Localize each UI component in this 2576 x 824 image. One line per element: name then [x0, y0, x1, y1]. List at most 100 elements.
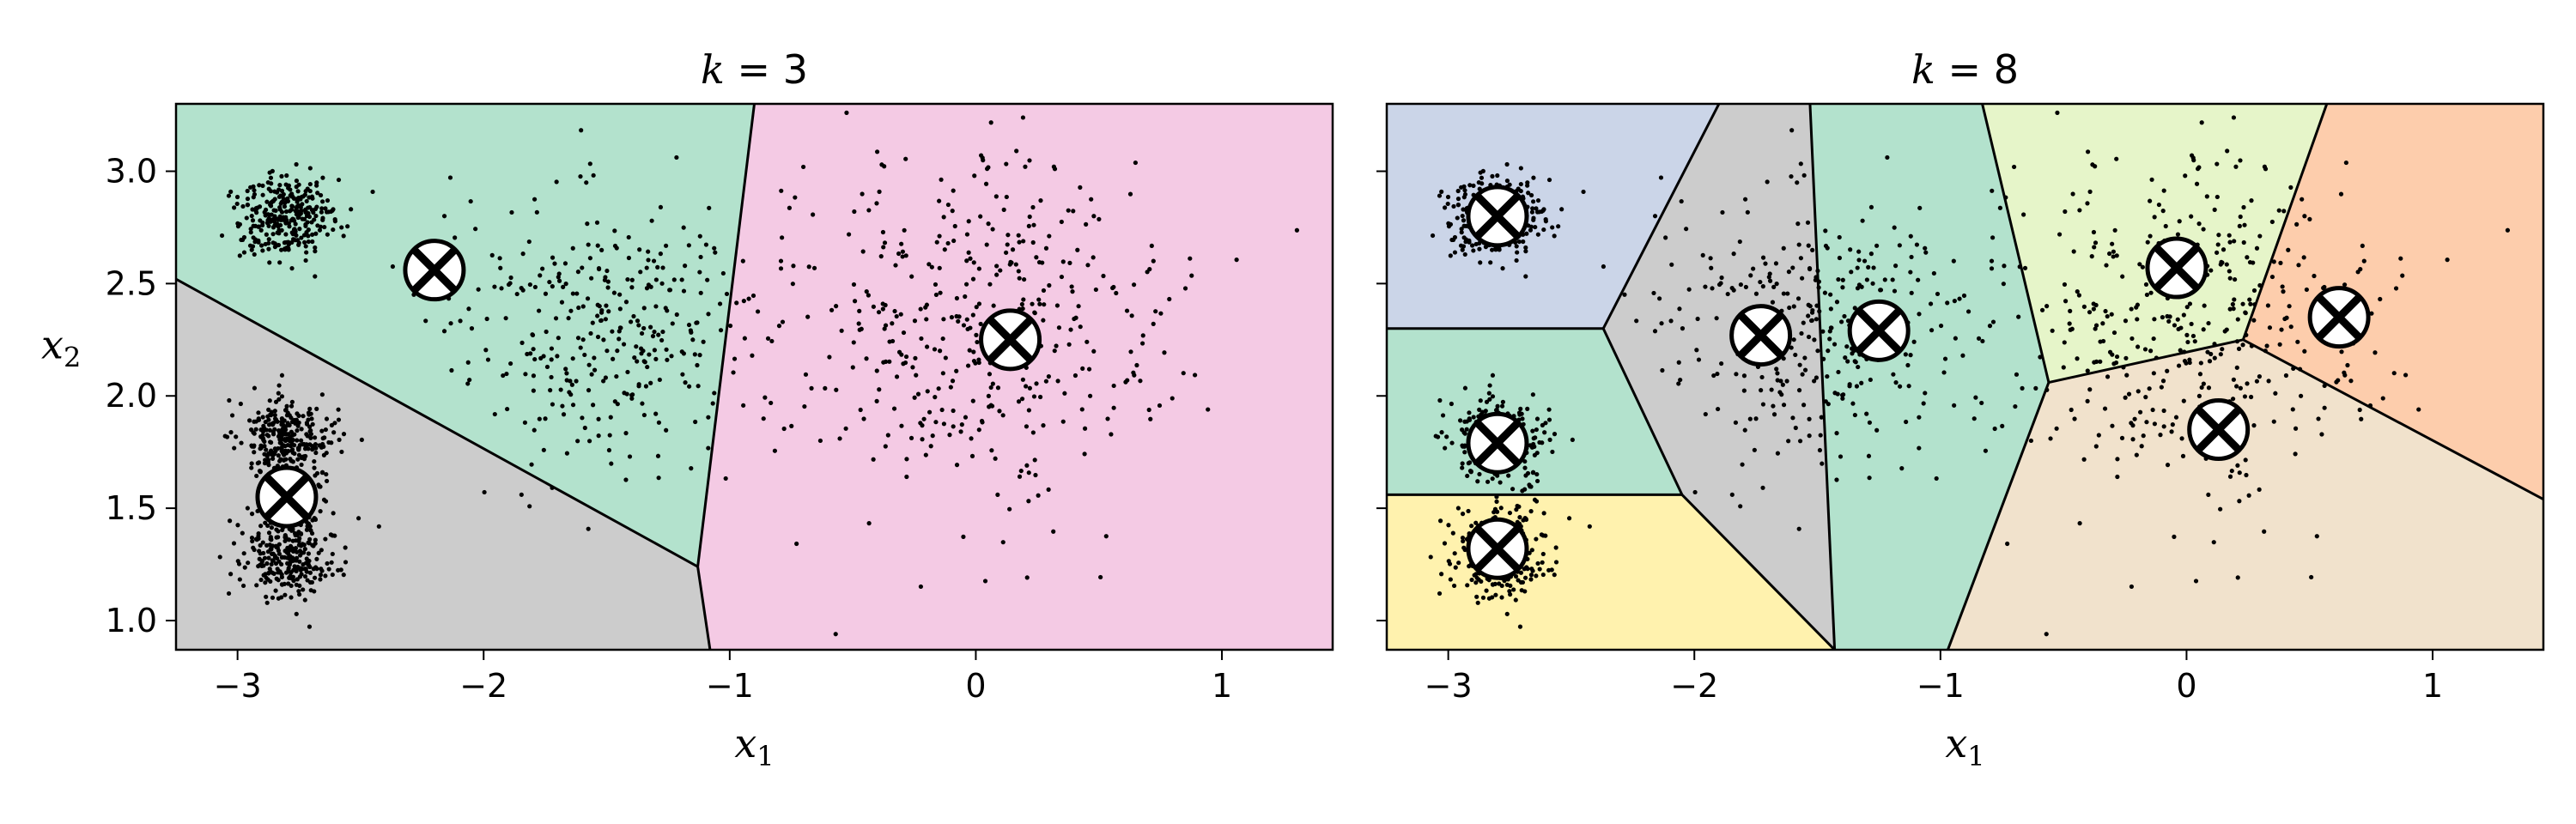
data-point: [258, 542, 263, 548]
data-point: [258, 227, 264, 233]
data-point: [2148, 198, 2153, 203]
data-point: [1193, 373, 1198, 378]
data-point: [423, 318, 428, 324]
data-point: [231, 205, 237, 210]
data-point: [976, 427, 981, 433]
data-point: [1871, 265, 1876, 270]
data-point: [291, 578, 296, 583]
data-point: [969, 436, 974, 441]
data-point: [1005, 242, 1010, 247]
data-point: [651, 258, 657, 264]
data-point: [2302, 214, 2307, 219]
data-point: [2302, 348, 2307, 354]
data-point: [658, 204, 664, 210]
data-point: [2098, 359, 2103, 364]
data-point: [2276, 208, 2281, 213]
data-point: [641, 306, 647, 311]
data-point: [1522, 589, 1528, 594]
data-point: [649, 218, 654, 223]
data-point: [1515, 250, 1520, 255]
data-point: [712, 391, 717, 396]
data-point: [1855, 286, 1861, 291]
data-point: [2234, 384, 2239, 389]
data-point: [261, 550, 266, 556]
data-point: [276, 227, 282, 233]
data-point: [580, 337, 586, 342]
data-point: [980, 155, 985, 161]
data-point: [1492, 510, 1497, 515]
data-point: [1866, 264, 1871, 270]
data-point: [301, 239, 307, 245]
data-point: [1807, 433, 1812, 439]
data-point: [954, 463, 960, 468]
data-point: [561, 412, 567, 417]
data-point: [1838, 319, 1844, 324]
data-point: [289, 583, 294, 589]
data-point: [232, 445, 237, 451]
data-point: [1660, 367, 1665, 373]
data-point: [2111, 254, 2116, 259]
data-point: [710, 401, 715, 406]
data-point: [448, 321, 453, 326]
axes-frame: [174, 102, 1334, 651]
data-point: [635, 318, 641, 324]
data-point: [1067, 260, 1072, 265]
centroid-7: [2307, 286, 2371, 349]
data-point: [1790, 415, 1795, 421]
data-point: [2148, 348, 2154, 354]
data-point: [2230, 397, 2236, 402]
data-point: [236, 561, 242, 566]
data-point: [253, 536, 259, 542]
data-point: [318, 573, 324, 578]
data-point: [632, 355, 637, 360]
data-point: [1037, 301, 1042, 306]
data-point: [294, 582, 299, 587]
data-point: [277, 183, 283, 188]
data-point: [570, 291, 575, 296]
data-point: [532, 284, 538, 290]
data-point: [304, 250, 309, 255]
data-point: [2144, 292, 2150, 298]
data-point: [866, 293, 871, 298]
data-point: [525, 351, 530, 357]
data-point: [1181, 371, 1186, 376]
y-axis-label: x2: [41, 322, 81, 374]
data-point: [939, 407, 945, 413]
data-point: [2249, 198, 2254, 203]
data-point: [1490, 595, 1495, 600]
data-point: [1807, 266, 1813, 271]
data-point: [1485, 479, 1491, 484]
data-point: [860, 191, 865, 197]
data-point: [2033, 385, 2038, 391]
data-point: [648, 380, 653, 385]
data-point: [1060, 259, 1066, 264]
data-point: [851, 340, 856, 345]
centroid-3: [979, 308, 1042, 372]
data-point: [2057, 232, 2063, 237]
data-point: [532, 427, 537, 433]
data-point: [263, 580, 268, 585]
data-point: [2076, 293, 2081, 298]
data-point: [861, 416, 866, 421]
data-point: [2123, 355, 2129, 360]
data-point: [591, 403, 596, 408]
data-point: [647, 352, 652, 357]
data-point: [1899, 466, 1905, 471]
data-point: [304, 198, 309, 204]
data-point: [1475, 600, 1480, 605]
data-point: [529, 462, 534, 467]
data-point: [995, 385, 1001, 391]
data-point: [991, 303, 996, 308]
data-point: [2207, 359, 2213, 364]
data-point: [2212, 207, 2217, 212]
data-point: [2291, 366, 2296, 371]
data-point: [2243, 457, 2248, 463]
data-point: [880, 229, 886, 235]
data-point: [1795, 180, 1800, 185]
data-point: [1738, 504, 1743, 509]
data-point: [341, 432, 347, 437]
data-point: [1737, 239, 1742, 245]
data-point: [286, 448, 291, 454]
data-point: [2199, 385, 2204, 391]
data-point: [240, 530, 245, 536]
